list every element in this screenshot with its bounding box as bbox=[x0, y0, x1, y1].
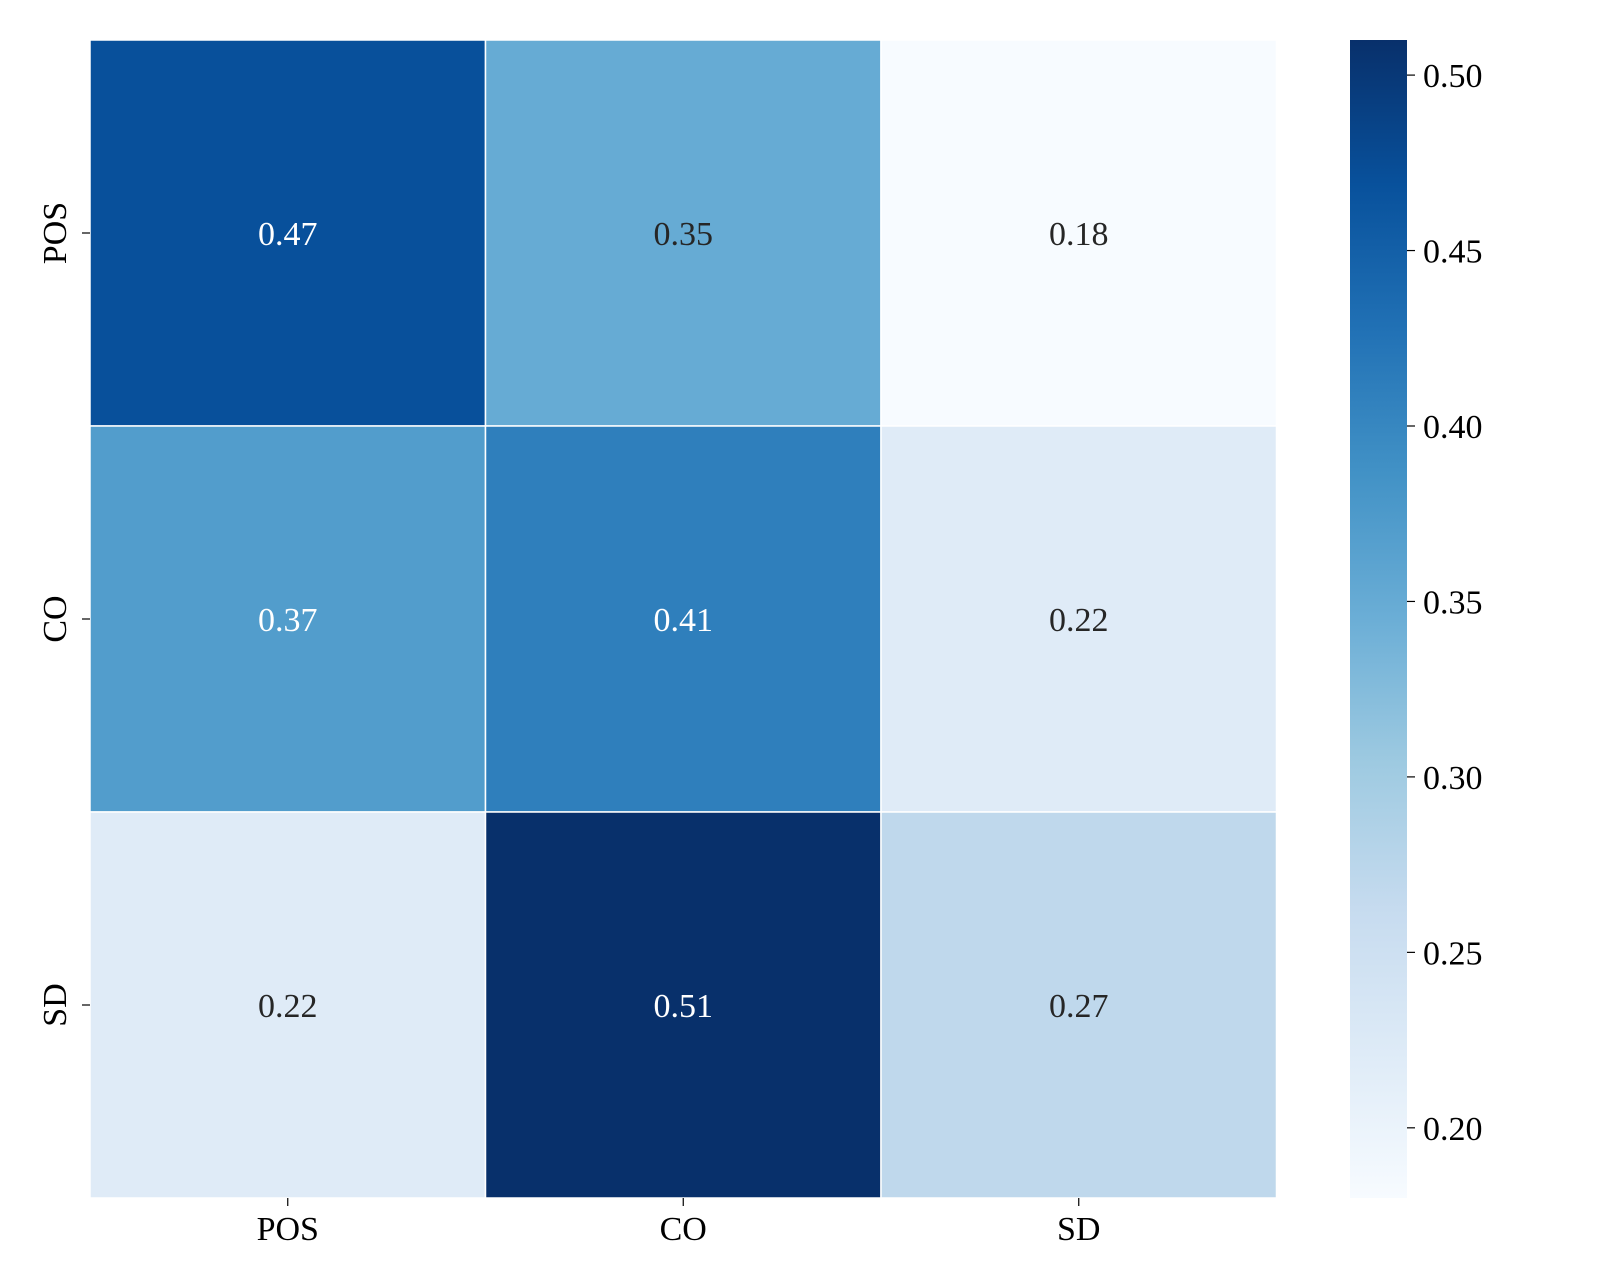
cell-value-label: 0.22 bbox=[258, 988, 318, 1025]
y-tick-label: SD bbox=[37, 983, 74, 1026]
colorbar: 0.20 0.25 0.30 0.35 0.40 0.45 0.50 bbox=[1350, 40, 1483, 1198]
x-axis: POS CO SD bbox=[257, 1198, 1100, 1248]
colorbar-tick-label: 0.50 bbox=[1423, 58, 1483, 95]
cell-value-label: 0.18 bbox=[1049, 216, 1109, 253]
heatmap-cells bbox=[89, 39, 1278, 1199]
heatmap-cell bbox=[484, 39, 882, 427]
y-axis: POS CO SD bbox=[37, 202, 90, 1027]
colorbar-tick-label: 0.35 bbox=[1423, 584, 1483, 621]
heatmap-cell bbox=[89, 39, 487, 427]
y-tick-label: CO bbox=[37, 595, 74, 642]
colorbar-tick-label: 0.25 bbox=[1423, 935, 1483, 972]
heatmap-cell bbox=[880, 425, 1278, 813]
heatmap-cell bbox=[484, 811, 882, 1199]
y-tick-label: POS bbox=[37, 202, 74, 264]
cell-value-label: 0.47 bbox=[258, 216, 318, 253]
heatmap-cell bbox=[89, 425, 487, 813]
cell-value-label: 0.51 bbox=[654, 988, 714, 1025]
colorbar-tick-label: 0.40 bbox=[1423, 409, 1483, 446]
colorbar-tick-label: 0.45 bbox=[1423, 234, 1483, 271]
colorbar-tick-label: 0.20 bbox=[1423, 1111, 1483, 1148]
cell-value-label: 0.41 bbox=[654, 602, 714, 639]
x-tick-label: CO bbox=[660, 1211, 707, 1248]
heatmap-cell bbox=[880, 39, 1278, 427]
heatmap-cell-labels: 0.47 0.35 0.18 0.37 0.41 0.22 0.22 0.51 0.27 bbox=[258, 216, 1109, 1025]
heatmap-cell bbox=[89, 811, 487, 1199]
cell-value-label: 0.35 bbox=[654, 216, 714, 253]
x-tick-label: SD bbox=[1057, 1211, 1100, 1248]
x-tick-label: POS bbox=[257, 1211, 319, 1248]
colorbar-gradient-bar bbox=[1350, 40, 1407, 1198]
cell-value-label: 0.37 bbox=[258, 602, 318, 639]
cell-value-label: 0.27 bbox=[1049, 988, 1109, 1025]
cell-value-label: 0.22 bbox=[1049, 602, 1109, 639]
heatmap-cell bbox=[484, 425, 882, 813]
colorbar-tick-label: 0.30 bbox=[1423, 760, 1483, 797]
